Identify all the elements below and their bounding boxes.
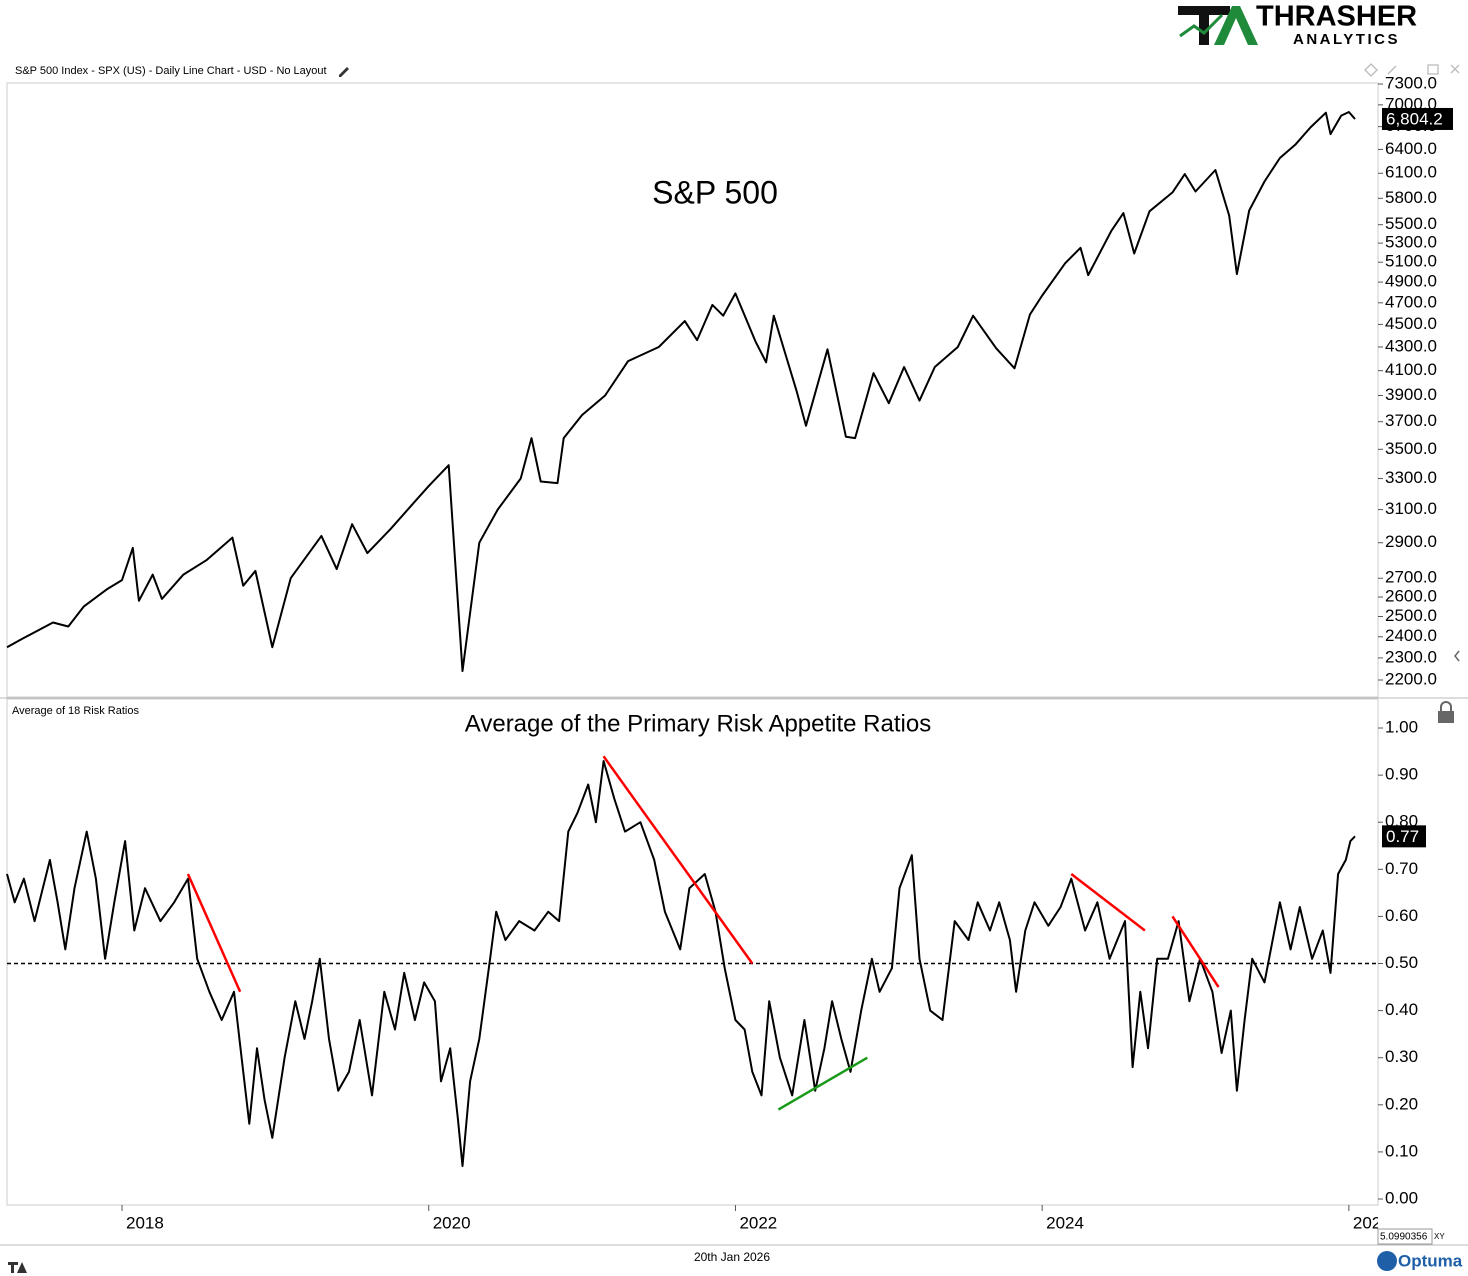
x-tick-label: 2024 xyxy=(1046,1213,1084,1232)
trendline xyxy=(1171,915,1220,988)
last-value-label: 0.77 xyxy=(1386,827,1419,846)
y-tick-label: 0.90 xyxy=(1385,765,1418,784)
y-tick-label: 2300.0 xyxy=(1385,647,1437,666)
chart-title: Average of the Primary Risk Appetite Rat… xyxy=(465,710,931,737)
y-tick-label: 4900.0 xyxy=(1385,272,1437,291)
y-tick-label: 2900.0 xyxy=(1385,532,1437,551)
cursor-box xyxy=(1377,1228,1433,1245)
window-icons[interactable] xyxy=(1364,63,1460,77)
y-tick-label: 0.40 xyxy=(1385,1000,1418,1019)
line-series xyxy=(6,760,1356,1167)
x-axis: 2018 2020 2022 2024 2026 xyxy=(121,1205,1391,1232)
lock-icon[interactable] xyxy=(1438,701,1454,723)
y-tick-label: 5100.0 xyxy=(1385,252,1437,271)
ratio-panel-frame xyxy=(6,698,1379,1206)
y-tick-label: 2600.0 xyxy=(1385,586,1437,605)
trendline xyxy=(1070,873,1146,932)
x-tick-label: 2026 xyxy=(1353,1213,1391,1232)
y-tick-label: 3900.0 xyxy=(1385,385,1437,404)
y-tick-label: 0.70 xyxy=(1385,859,1418,878)
y-tick-label: 4700.0 xyxy=(1385,292,1437,311)
x-tick-label: 2022 xyxy=(739,1213,777,1232)
y-tick-label: 7300.0 xyxy=(1385,74,1437,93)
y-tick-label: 0.60 xyxy=(1385,906,1418,925)
y-tick-label: 5300.0 xyxy=(1385,233,1437,252)
y-tick-label: 0.10 xyxy=(1385,1141,1418,1160)
y-tick-label: 3100.0 xyxy=(1385,499,1437,518)
optuma-icon xyxy=(1377,1251,1397,1271)
y-tick-label: 1.00 xyxy=(1385,717,1418,736)
cursor-mode[interactable]: XY xyxy=(1434,1232,1445,1241)
price-panel-frame xyxy=(6,82,1379,698)
y-tick-label: 5500.0 xyxy=(1385,214,1437,233)
y-tick-label: 3500.0 xyxy=(1385,439,1437,458)
y-tick-label: 2500.0 xyxy=(1385,606,1437,625)
trendline xyxy=(186,873,242,993)
y-tick-label: 0.30 xyxy=(1385,1047,1418,1066)
last-value-label: 6,804.2 xyxy=(1386,109,1443,128)
logo: THRASHER ANALYTICS xyxy=(1178,1,1417,48)
trendline xyxy=(777,1056,868,1111)
y-tick-label: 4300.0 xyxy=(1385,336,1437,355)
collapse-icon[interactable] xyxy=(1454,650,1460,662)
panel-label: Average of 18 Risk Ratios xyxy=(12,705,139,717)
y-tick-label: 0.50 xyxy=(1385,953,1418,972)
y-tick-label: 4100.0 xyxy=(1385,360,1437,379)
y-tick-label: 5800.0 xyxy=(1385,188,1437,207)
trendline xyxy=(602,755,754,965)
edit-icon[interactable] xyxy=(339,67,349,77)
y-tick-label: 2400.0 xyxy=(1385,626,1437,645)
y-tick-label: 3300.0 xyxy=(1385,468,1437,487)
x-tick-label: 2020 xyxy=(433,1213,471,1232)
y-tick-label: 3700.0 xyxy=(1385,411,1437,430)
cursor-value: 5.0990356 xyxy=(1380,1232,1428,1243)
y-tick-label: 0.20 xyxy=(1385,1094,1418,1113)
logo-title: THRASHER xyxy=(1256,1,1417,33)
y-tick-label: 4500.0 xyxy=(1385,314,1437,333)
y-tick-label: 2200.0 xyxy=(1385,669,1437,688)
chart-title: S&P 500 xyxy=(652,174,778,210)
last-value-box xyxy=(1382,107,1453,130)
line-series xyxy=(6,111,1356,672)
y-tick-label: 2700.0 xyxy=(1385,568,1437,587)
footer-logo xyxy=(8,1262,27,1273)
y-tick-label: 0.00 xyxy=(1385,1189,1418,1208)
y-tick-label: 6400.0 xyxy=(1385,139,1437,158)
footer-date: 20th Jan 2026 xyxy=(694,1250,770,1264)
panel-label: S&P 500 Index - SPX (US) - Daily Line Ch… xyxy=(15,65,327,77)
y-tick-label: 6100.0 xyxy=(1385,163,1437,182)
last-value-box xyxy=(1382,825,1426,848)
x-tick-label: 2018 xyxy=(126,1213,164,1232)
optuma-brand: Optuma xyxy=(1398,1251,1463,1270)
logo-subtitle: ANALYTICS xyxy=(1293,31,1400,48)
